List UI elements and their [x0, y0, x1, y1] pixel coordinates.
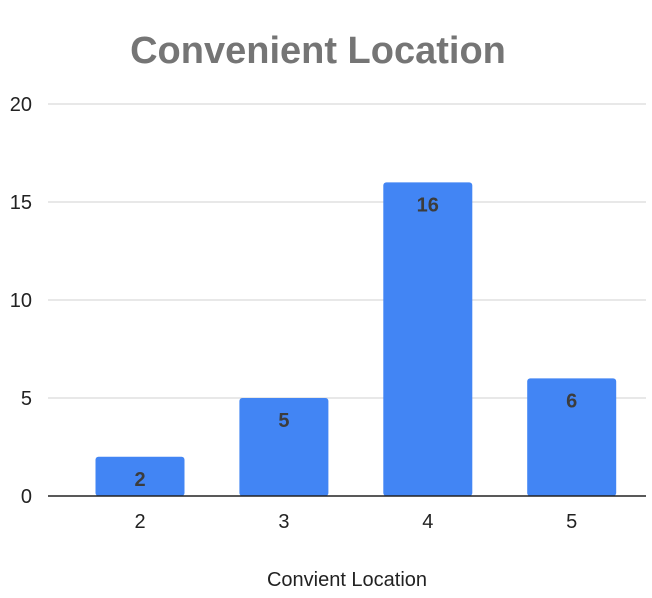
- y-tick-label: 10: [10, 290, 32, 312]
- data-label-3: 5: [278, 410, 289, 432]
- x-tick-label-4: 4: [422, 511, 433, 533]
- y-tick-label: 0: [21, 486, 32, 508]
- x-tick-label-5: 5: [566, 511, 577, 533]
- y-tick-label: 20: [10, 94, 32, 116]
- x-axis-label: Convient Location: [267, 569, 427, 591]
- gridlines: [48, 103, 646, 399]
- bars: [95, 182, 617, 496]
- bar-2: [95, 456, 185, 496]
- y-tick-label: 15: [10, 192, 32, 214]
- y-axis-ticks: 0 5 10 15 20: [10, 94, 32, 508]
- data-label-5: 6: [566, 390, 577, 412]
- bar-3: [239, 398, 329, 496]
- y-tick-label: 5: [21, 388, 32, 410]
- x-tick-label-3: 3: [278, 511, 289, 533]
- bar-5: [527, 378, 617, 496]
- data-label-4: 16: [417, 194, 439, 216]
- chart-title: Convenient Location: [130, 30, 506, 72]
- bar-4: [383, 182, 473, 496]
- data-labels: 2 5 16 6: [134, 194, 577, 490]
- data-label-2: 2: [134, 469, 145, 491]
- x-tick-label-2: 2: [134, 511, 145, 533]
- x-axis-ticks: 2 3 4 5: [134, 511, 577, 533]
